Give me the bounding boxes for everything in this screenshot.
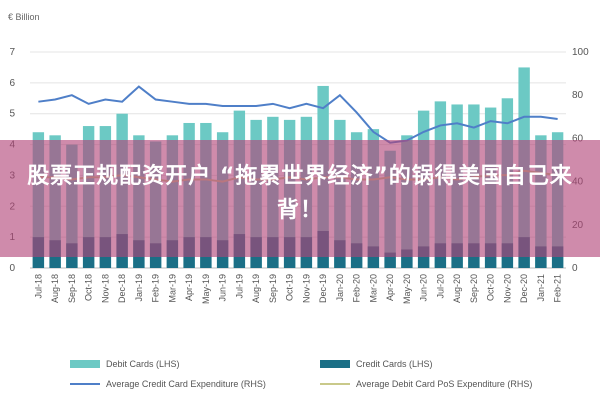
x-tick-label: Jan-19 <box>134 274 144 302</box>
legend-item-avg-credit: Average Credit Card Expenditure (RHS) <box>70 379 266 389</box>
y-left-tick-label: 0 <box>9 263 15 274</box>
bar-credit-cards <box>535 246 547 268</box>
x-tick-label: Nov-19 <box>301 274 311 303</box>
y-left-tick-label: 7 <box>9 47 15 58</box>
x-tick-label: Nov-20 <box>502 274 512 303</box>
bar-credit-cards <box>417 246 430 268</box>
legend-label-avg-debit: Average Debit Card PoS Expenditure (RHS) <box>356 379 533 389</box>
x-tick-label: Sep-18 <box>67 274 77 303</box>
x-tick-label: Jul-19 <box>234 274 244 299</box>
legend-swatch-credit <box>320 360 350 368</box>
x-tick-label: Feb-20 <box>352 274 362 303</box>
x-tick-label: Dec-19 <box>318 274 328 303</box>
x-tick-label: Feb-21 <box>553 274 563 303</box>
x-tick-label: Jun-20 <box>419 274 429 302</box>
x-tick-label: Oct-20 <box>486 274 496 301</box>
y-right-tick-label: 0 <box>572 263 578 274</box>
x-tick-label: Aug-20 <box>452 274 462 303</box>
x-tick-label: Oct-19 <box>285 274 295 301</box>
x-tick-label: Jan-20 <box>335 274 345 302</box>
y-right-tick-label: 60 <box>572 133 584 144</box>
banner-text: 股票正规配资开户 “拖累世界经济”的锅得美国自己来背！ <box>27 164 573 223</box>
x-tick-label: Jan-21 <box>536 274 546 302</box>
x-tick-label: Jul-20 <box>435 274 445 299</box>
y-right-tick-label: 80 <box>572 90 584 101</box>
x-tick-label: Sep-19 <box>268 274 278 303</box>
x-tick-label: Apr-19 <box>184 274 194 301</box>
x-tick-label: Aug-19 <box>251 274 261 303</box>
x-tick-label: Feb-19 <box>151 274 161 303</box>
legend: Debit Cards (LHS) Credit Cards (LHS) Ave… <box>0 352 600 400</box>
bar-credit-cards <box>367 246 380 268</box>
watermark-banner <box>0 140 600 257</box>
legend-label-credit: Credit Cards (LHS) <box>356 359 433 369</box>
x-tick-label: Dec-20 <box>519 274 529 303</box>
x-tick-label: Oct-18 <box>84 274 94 301</box>
x-tick-label: Sep-20 <box>469 274 479 303</box>
x-tick-label: Dec-18 <box>117 274 127 303</box>
legend-swatch-avg-credit <box>70 383 100 385</box>
x-tick-label: May-20 <box>402 274 412 304</box>
legend-item-debit: Debit Cards (LHS) <box>70 359 180 369</box>
legend-item-credit: Credit Cards (LHS) <box>320 359 433 369</box>
legend-label-debit: Debit Cards (LHS) <box>106 359 180 369</box>
y-right-tick-label: 100 <box>572 47 589 58</box>
legend-swatch-debit <box>70 360 100 368</box>
x-tick-label: Nov-18 <box>100 274 110 303</box>
bar-credit-cards <box>384 252 396 268</box>
bar-credit-cards <box>551 246 564 268</box>
y-left-tick-label: 6 <box>9 78 15 89</box>
x-tick-label: Mar-19 <box>167 274 177 303</box>
line-avg-credit-card-expenditure <box>38 85 558 144</box>
y-left-tick-label: 5 <box>9 109 15 120</box>
x-tick-label: Jun-19 <box>218 274 228 302</box>
legend-swatch-avg-debit <box>320 383 350 385</box>
y-unit-label: € Billion <box>8 12 40 22</box>
x-tick-label: Mar-20 <box>368 274 378 303</box>
x-tick-label: Aug-18 <box>50 274 60 303</box>
x-tick-label: Jul-18 <box>33 274 43 299</box>
legend-label-avg-credit: Average Credit Card Expenditure (RHS) <box>106 379 266 389</box>
bar-credit-cards <box>401 249 413 268</box>
legend-item-avg-debit: Average Debit Card PoS Expenditure (RHS) <box>320 379 532 389</box>
x-tick-label: May-19 <box>201 274 211 304</box>
x-tick-label: Apr-20 <box>385 274 395 301</box>
